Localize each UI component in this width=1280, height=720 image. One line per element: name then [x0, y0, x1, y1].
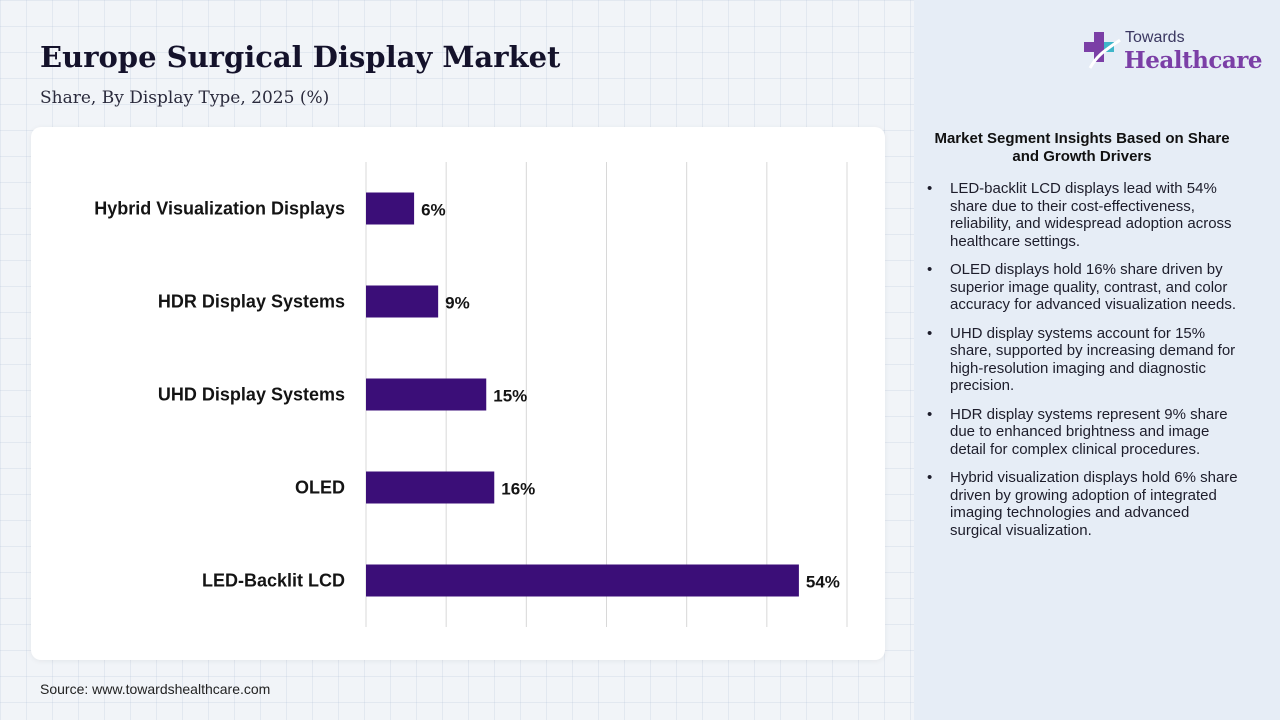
insight-item: • HDR display systems represent 9% share …: [924, 406, 1244, 459]
chart-title: Europe Surgical Display Market: [40, 40, 561, 74]
chart-section: Europe Surgical Display Market Share, By…: [31, 40, 885, 697]
bullet-icon: •: [927, 180, 933, 197]
insight-text: Hybrid visualization displays hold 6% sh…: [950, 469, 1238, 539]
medical-cross-logo-icon: [1084, 32, 1121, 69]
bullet-icon: •: [927, 261, 933, 278]
insight-text: HDR display systems represent 9% share d…: [950, 405, 1228, 458]
insights-title: Market Segment Insights Based on Share a…: [934, 130, 1230, 165]
insight-item: • OLED displays hold 16% share driven by …: [924, 261, 1244, 314]
insights-list: • LED-backlit LCD displays lead with 54% …: [924, 180, 1244, 550]
data-label: 16%: [501, 480, 535, 499]
bar-chart: Hybrid Visualization Displays 6% HDR Displ…: [94, 162, 848, 627]
logo-text-bottom: Healthcare: [1124, 47, 1263, 74]
bar: [366, 564, 799, 597]
data-label: 15%: [493, 387, 527, 406]
category-label: HDR Display Systems: [158, 292, 345, 312]
insight-text: UHD display systems account for 15% shar…: [950, 324, 1236, 395]
source-note: Source: www.towardshealthcare.com: [40, 681, 271, 697]
category-label: Hybrid Visualization Displays: [94, 199, 345, 219]
insight-item: • UHD display systems account for 15% sha…: [924, 325, 1244, 395]
insights-panel: [914, 0, 1280, 720]
insight-text: LED-backlit LCD displays lead with 54% s…: [950, 180, 1232, 250]
category-label: UHD Display Systems: [158, 385, 345, 405]
category-label: LED-Backlit LCD: [202, 571, 345, 591]
insight-text: OLED displays hold 16% share driven by s…: [950, 261, 1236, 313]
bar: [366, 378, 487, 411]
insight-item: • LED-backlit LCD displays lead with 54% …: [924, 180, 1244, 250]
data-label: 6%: [421, 201, 446, 220]
bar: [366, 192, 415, 225]
bar: [366, 285, 439, 318]
data-label: 9%: [445, 294, 470, 313]
bullet-icon: •: [927, 405, 933, 423]
category-label: OLED: [295, 478, 345, 498]
bar: [366, 471, 495, 504]
chart-card: Hybrid Visualization Displays 6% HDR Displ…: [31, 127, 885, 660]
bullet-icon: •: [927, 324, 933, 342]
insight-item: • Hybrid visualization displays hold 6% s…: [924, 469, 1244, 539]
chart-subtitle: Share, By Display Type, 2025 (%): [40, 88, 330, 108]
brand-logo: Towards Healthcare: [1080, 26, 1263, 80]
bullet-icon: •: [927, 469, 933, 486]
logo-text-top: Towards: [1125, 29, 1185, 46]
data-label: 54%: [806, 573, 840, 592]
